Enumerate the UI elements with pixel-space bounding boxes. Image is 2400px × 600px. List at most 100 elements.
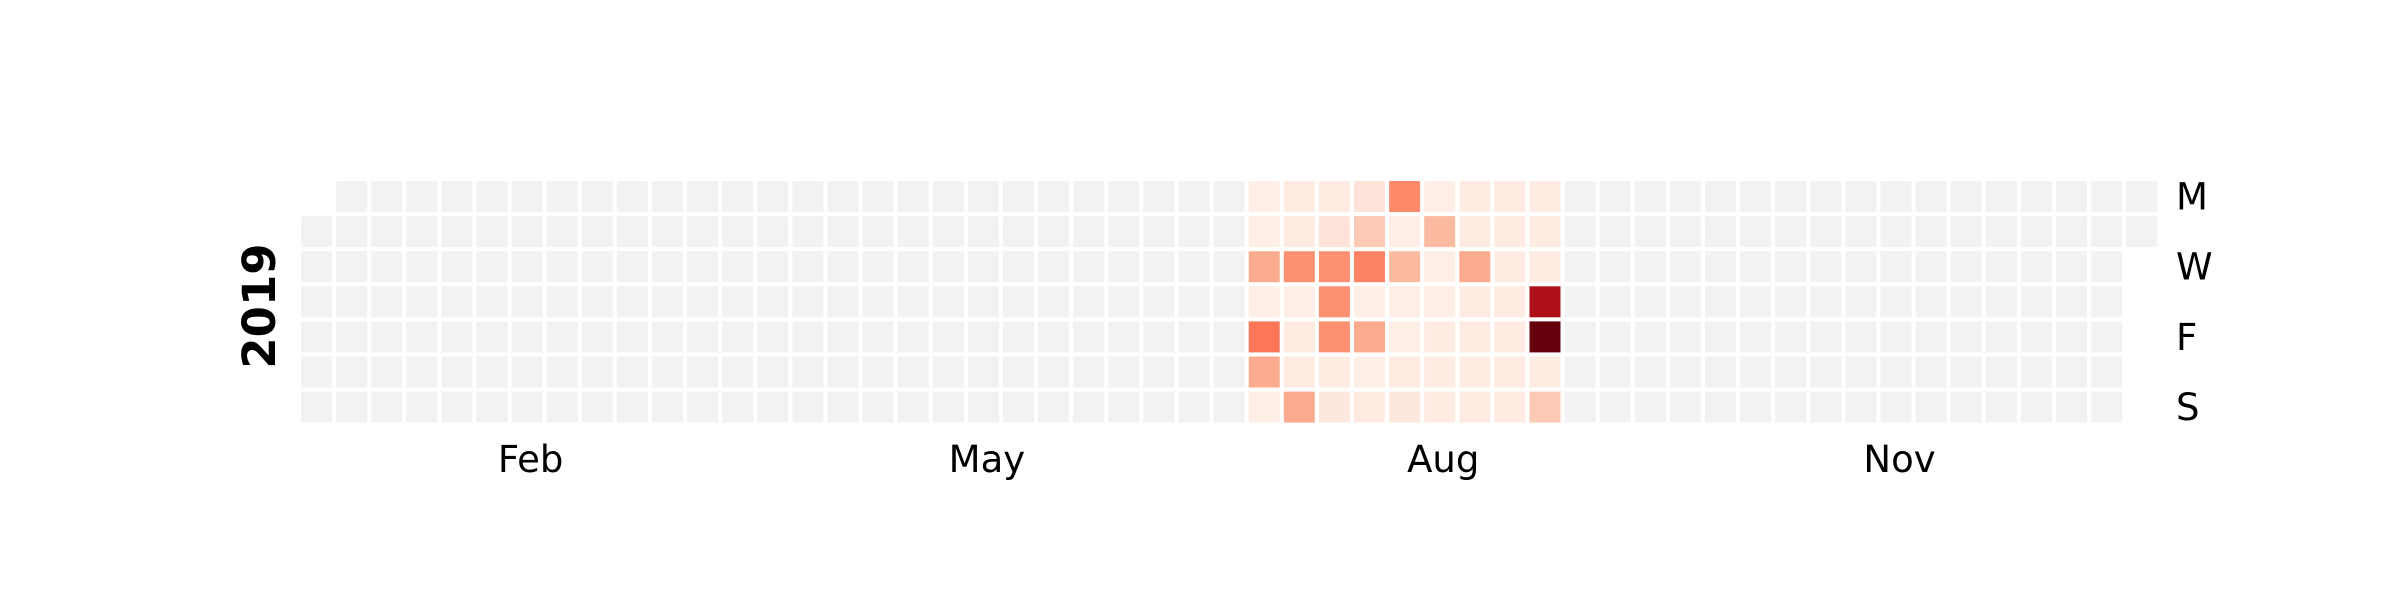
heatmap-cell: 2019-01-14 <box>371 181 402 212</box>
heatmap-cell: 2019-10-07 <box>1705 181 1736 212</box>
heatmap-cell: 2019-09-10 <box>1565 216 1596 247</box>
heatmap-cell: 2019-11-22 <box>1916 321 1947 352</box>
heatmap-cell: 2019-01-21 <box>406 181 437 212</box>
heatmap-cell: 2019-09-02 <box>1530 181 1561 212</box>
heatmap-cell: 2019-10-06 <box>1670 392 1701 423</box>
day-label-s-3: S <box>2176 386 2200 429</box>
heatmap-cell: 2019-11-25 <box>1951 181 1982 212</box>
heatmap-cell: 2019-11-27 <box>1951 251 1982 282</box>
heatmap-cell: 2019-01-07 <box>336 181 367 212</box>
heatmap-cell: 2019-03-30 <box>722 357 753 388</box>
heatmap-cell: 2019-05-28 <box>1038 216 1069 247</box>
heatmap-cell: 2019-07-15 <box>1284 181 1315 212</box>
month-labels: Feb May Aug Nov <box>498 438 1936 481</box>
heatmap-cell: 2019-12-27 <box>2091 321 2122 352</box>
heatmap-cell: 2019-05-14 <box>968 216 999 247</box>
heatmap-cell: 2019-03-20 <box>687 251 718 282</box>
heatmap-cell: 2019-07-19 <box>1284 321 1315 352</box>
heatmap-cell: 2019-06-15 <box>1108 357 1139 388</box>
heatmap-cell: 2019-05-29 <box>1038 251 1069 282</box>
heatmap-cell: 2019-03-15 <box>652 321 683 352</box>
heatmap-cell: 2019-01-13 <box>336 392 367 423</box>
heatmap-cell: 2019-10-26 <box>1775 357 1806 388</box>
heatmap-cell: 2019-02-26 <box>582 216 613 247</box>
heatmap-cell: 2019-12-05 <box>1986 286 2017 317</box>
heatmap-cell: 2019-08-23 <box>1459 321 1490 352</box>
month-label-feb: Feb <box>498 438 564 481</box>
heatmap-cell: 2019-05-17 <box>968 321 999 352</box>
heatmap-cell: 2019-09-29 <box>1635 392 1666 423</box>
heatmap-cell: 2019-11-17 <box>1881 392 1912 423</box>
heatmap-cell: 2019-01-02 <box>301 251 332 282</box>
heatmap-cell: 2019-12-18 <box>2056 251 2087 282</box>
heatmap-cell: 2019-05-15 <box>968 251 999 282</box>
heatmap-cell: 2019-01-04 <box>301 321 332 352</box>
year-label: 2019 <box>233 243 286 368</box>
heatmap-cell: 2019-07-11 <box>1249 286 1280 317</box>
heatmap-cell: 2019-02-22 <box>547 321 578 352</box>
heatmap-cell: 2019-08-28 <box>1494 251 1525 282</box>
heatmap-cell: 2019-02-13 <box>512 251 543 282</box>
heatmap-cell: 2019-10-01 <box>1670 216 1701 247</box>
heatmap-cell: 2019-12-30 <box>2126 181 2157 212</box>
heatmap-cell: 2019-12-22 <box>2056 392 2087 423</box>
heatmap-cell: 2019-07-12 <box>1249 321 1280 352</box>
heatmap-cell: 2019-06-27 <box>1179 286 1210 317</box>
heatmap-cell: 2019-01-29 <box>441 216 472 247</box>
heatmap-cell: 2019-04-05 <box>757 321 788 352</box>
heatmap-cell: 2019-02-10 <box>477 392 508 423</box>
heatmap-cell: 2019-07-26 <box>1319 321 1350 352</box>
heatmap-cell: 2019-02-05 <box>477 216 508 247</box>
heatmap-cell: 2019-10-18 <box>1740 321 1771 352</box>
heatmap-cell: 2019-06-02 <box>1038 392 1069 423</box>
heatmap-cell: 2019-05-03 <box>898 321 929 352</box>
heatmap-cell: 2019-09-15 <box>1565 392 1596 423</box>
heatmap-cell: 2019-12-01 <box>1951 392 1982 423</box>
heatmap-cell: 2019-07-07 <box>1214 392 1245 423</box>
heatmap-cell: 2019-05-01 <box>898 251 929 282</box>
heatmap-cell: 2019-04-19 <box>828 321 859 352</box>
heatmap-cell: 2019-06-10 <box>1108 181 1139 212</box>
heatmap-cell: 2019-11-23 <box>1916 357 1947 388</box>
heatmap-cell: 2019-01-16 <box>371 251 402 282</box>
heatmap-cell: 2019-08-04 <box>1354 392 1385 423</box>
heatmap-cell: 2019-11-30 <box>1951 357 1982 388</box>
heatmap-cell: 2019-11-06 <box>1845 251 1876 282</box>
heatmap-cell: 2019-12-21 <box>2056 357 2087 388</box>
heatmap-cell: 2019-10-05 <box>1670 357 1701 388</box>
heatmap-cell: 2019-05-21 <box>1003 216 1034 247</box>
heatmap-cell: 2019-06-06 <box>1073 286 1104 317</box>
heatmap-cell: 2019-05-18 <box>968 357 999 388</box>
heatmap-cell: 2019-02-03 <box>441 392 472 423</box>
heatmap-cell: 2019-10-08 <box>1705 216 1736 247</box>
heatmap-cell: 2019-07-22 <box>1319 181 1350 212</box>
heatmap-cell: 2019-03-11 <box>652 181 683 212</box>
heatmap-cell: 2019-09-19 <box>1600 286 1631 317</box>
heatmap-cell: 2019-03-01 <box>582 321 613 352</box>
heatmap-cell: 2019-09-18 <box>1600 251 1631 282</box>
heatmap-cell: 2019-03-26 <box>722 216 753 247</box>
heatmap-cell: 2019-03-02 <box>582 357 613 388</box>
heatmap-cell: 2019-03-31 <box>722 392 753 423</box>
heatmap-cell: 2019-01-05 <box>301 357 332 388</box>
heatmap-cell: 2019-07-10 <box>1249 251 1280 282</box>
heatmap-cell: 2019-02-14 <box>512 286 543 317</box>
heatmap-cell: 2019-10-30 <box>1810 251 1841 282</box>
heatmap-cell: 2019-10-13 <box>1705 392 1736 423</box>
heatmap-cell: 2019-05-04 <box>898 357 929 388</box>
heatmap-cell: 2019-08-31 <box>1494 357 1525 388</box>
heatmap-cell: 2019-07-24 <box>1319 251 1350 282</box>
heatmap-cell: 2019-04-01 <box>757 181 788 212</box>
heatmap-cell: 2019-04-15 <box>828 181 859 212</box>
heatmap-cell: 2019-12-07 <box>1986 357 2017 388</box>
heatmap-cell: 2019-07-29 <box>1354 181 1385 212</box>
heatmap-cell: 2019-11-01 <box>1810 321 1841 352</box>
heatmap-cell: 2019-05-02 <box>898 286 929 317</box>
heatmap-cell: 2019-11-14 <box>1881 286 1912 317</box>
heatmap-cell: 2019-02-27 <box>582 251 613 282</box>
heatmap-cell: 2019-07-20 <box>1284 357 1315 388</box>
heatmap-cell: 2019-04-18 <box>828 286 859 317</box>
heatmap-cell: 2019-06-04 <box>1073 216 1104 247</box>
heatmap-cell: 2019-06-29 <box>1179 357 1210 388</box>
heatmap-cell: 2019-09-24 <box>1635 216 1666 247</box>
